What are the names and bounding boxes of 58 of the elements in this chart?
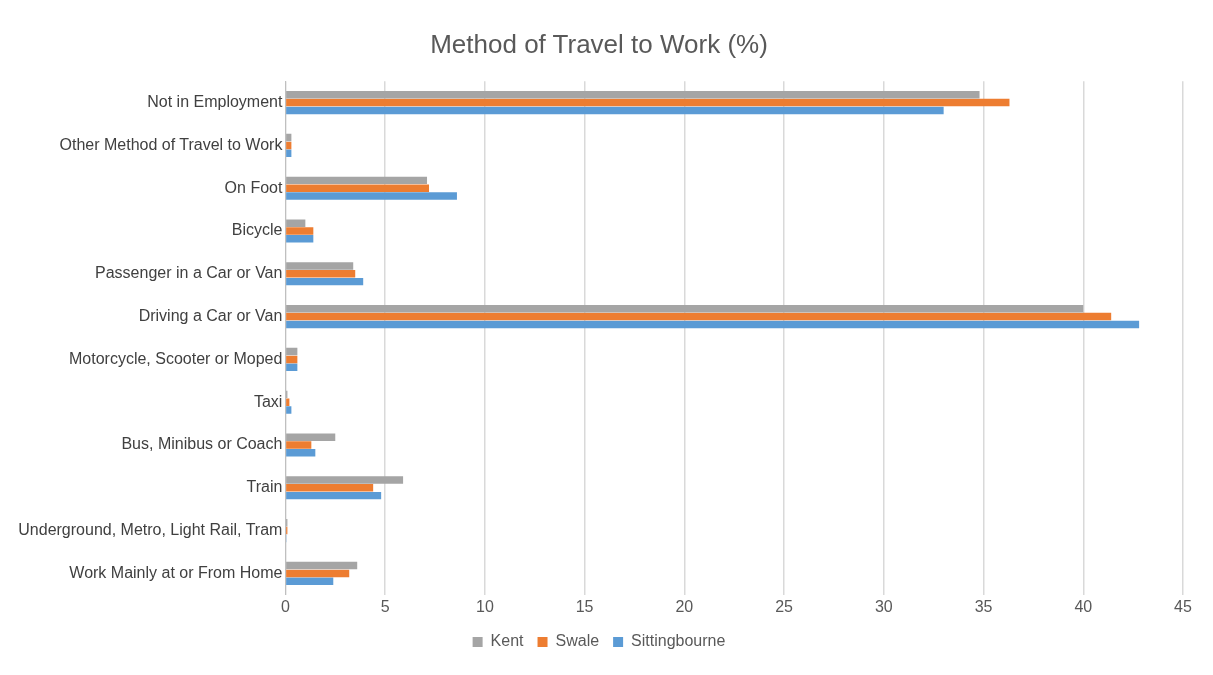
y-tick-label: Work Mainly at or From Home (69, 563, 283, 581)
y-tick-label: Motorcycle, Scooter or Moped (68, 349, 283, 367)
bar (286, 355, 298, 364)
x-tick-label: 15 (575, 597, 594, 615)
bar (286, 577, 334, 585)
bar (286, 320, 1140, 329)
bar (286, 184, 430, 192)
x-tick-label: 5 (380, 597, 390, 615)
y-tick-label: Bicycle (231, 221, 283, 239)
bar (286, 449, 316, 457)
y-tick-label: On Foot (224, 178, 283, 196)
bar (286, 561, 358, 570)
bar (286, 491, 382, 500)
x-tick-label: 20 (675, 597, 694, 615)
bar (286, 235, 314, 243)
bar (286, 192, 457, 200)
bar (286, 219, 306, 227)
bar (286, 569, 350, 578)
x-tick-label: 25 (775, 597, 794, 615)
bar (286, 270, 356, 278)
legend-label: Kent (490, 632, 525, 650)
bar (286, 476, 404, 484)
bar (286, 98, 1010, 107)
bar (286, 441, 312, 449)
bar (286, 484, 374, 492)
bar (286, 133, 292, 142)
bar (286, 312, 1112, 321)
legend-label: Swale (555, 632, 600, 650)
bar (286, 406, 292, 414)
x-tick-label: 35 (974, 597, 993, 615)
y-tick-label: Other Method of Travel to Work (59, 135, 284, 153)
bar (286, 149, 292, 157)
legend-label: Sittingbourne (631, 632, 726, 650)
y-tick-label: Bus, Minibus or Coach (121, 435, 283, 453)
x-tick-label: 45 (1174, 597, 1192, 615)
y-tick-label: Not in Employment (147, 93, 283, 111)
bar (286, 227, 314, 235)
y-tick-label: Driving a Car or Van (138, 307, 283, 325)
bar (286, 176, 428, 185)
chart-title: Method of Travel to Work (%) (430, 28, 768, 59)
x-tick-label: 0 (280, 597, 290, 615)
bar (286, 106, 944, 115)
y-tick-label: Passenger in a Car or Van (95, 264, 283, 282)
x-tick-label: 40 (1074, 597, 1093, 615)
bar (286, 277, 364, 286)
bar (286, 347, 298, 356)
bar (286, 305, 1084, 313)
x-tick-label: 30 (874, 597, 893, 615)
bar (286, 363, 298, 371)
bar (286, 433, 336, 441)
y-tick-label: Train (246, 478, 283, 496)
x-tick-label: 10 (475, 597, 494, 615)
y-tick-label: Taxi (253, 392, 283, 410)
y-tick-label: Underground, Metro, Light Rail, Tram (18, 521, 283, 539)
bar (286, 91, 980, 99)
bar (286, 262, 354, 270)
bar (286, 398, 290, 406)
bar (286, 141, 292, 150)
